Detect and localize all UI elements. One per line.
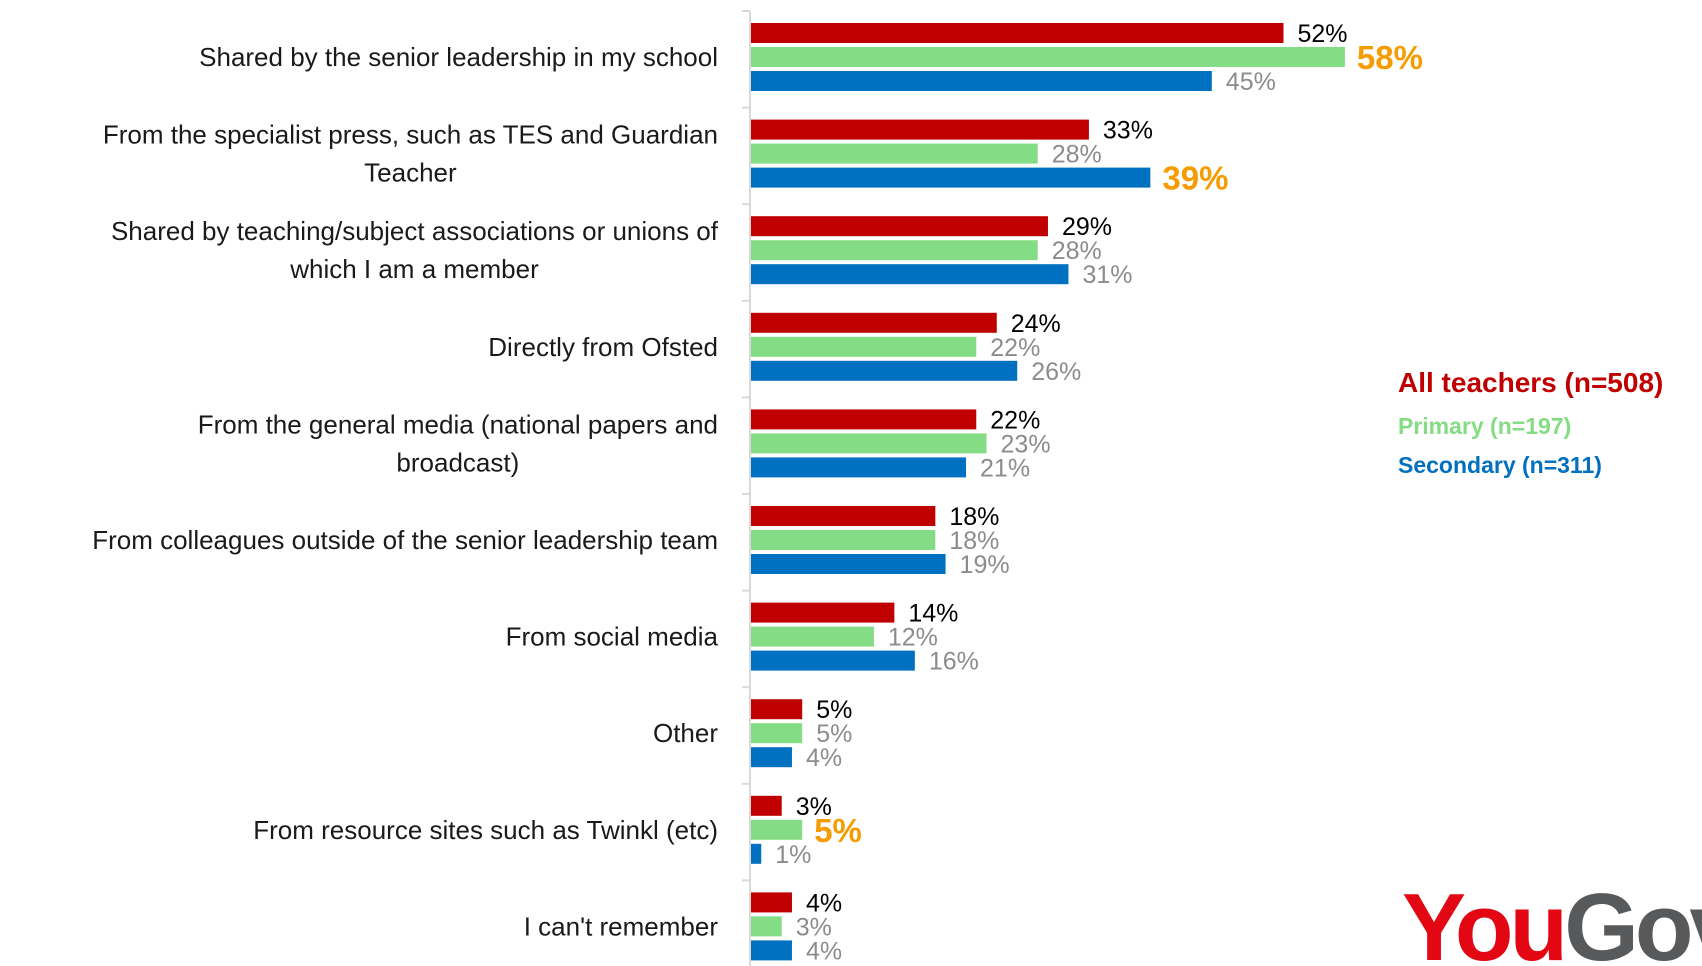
value-label: 24% — [1011, 310, 1061, 338]
bar — [751, 506, 936, 526]
yougov-logo: YouGov — [1402, 874, 1702, 966]
category-label: From the general media (national papers … — [198, 409, 718, 477]
category-label-line: From the general media (national papers … — [198, 409, 718, 439]
bar — [751, 216, 1048, 237]
value-label: 5% — [814, 812, 862, 849]
bar — [751, 23, 1284, 43]
value-label: 19% — [960, 551, 1010, 579]
logo-part2: Gov — [1564, 874, 1702, 966]
bar — [751, 457, 967, 478]
legend-item: Primary (n=197) — [1398, 413, 1571, 439]
bar — [751, 626, 874, 647]
bar — [751, 819, 803, 840]
category-label: Shared by teaching/subject associations … — [111, 216, 719, 284]
value-label: 52% — [1297, 20, 1347, 48]
category-label-line: which I am a member — [289, 254, 539, 284]
value-label: 14% — [908, 600, 958, 628]
bar — [751, 650, 915, 671]
value-label: 16% — [929, 648, 979, 676]
category-label-line: Other — [653, 718, 718, 748]
bar — [751, 554, 946, 574]
bar — [751, 699, 803, 720]
value-label: 4% — [806, 937, 842, 965]
bar — [751, 843, 762, 864]
value-label: 45% — [1226, 68, 1276, 96]
value-label: 3% — [796, 913, 832, 941]
value-label: 22% — [990, 334, 1040, 362]
category-label: Directly from Ofsted — [488, 332, 718, 362]
bar — [751, 240, 1038, 261]
bar — [751, 916, 782, 937]
svg-text:YouGov: YouGov — [1402, 874, 1702, 966]
value-label: 22% — [990, 406, 1040, 434]
legend-item: All teachers (n=508) — [1398, 367, 1663, 398]
category-label-line: From the specialist press, such as TES a… — [103, 120, 718, 150]
bar — [751, 602, 895, 623]
category-label-line: Teacher — [364, 158, 457, 188]
bar — [751, 312, 997, 333]
value-label: 18% — [949, 527, 999, 555]
value-label: 21% — [980, 454, 1030, 482]
bar — [751, 747, 792, 768]
category-label-line: Shared by teaching/subject associations … — [111, 216, 719, 246]
bar — [751, 264, 1069, 285]
axis-layer — [742, 10, 751, 966]
bar — [751, 360, 1018, 381]
value-label: 28% — [1052, 237, 1102, 265]
category-label-line: From colleagues outside of the senior le… — [92, 525, 718, 555]
bar — [751, 71, 1212, 91]
bar — [751, 940, 792, 961]
bar — [751, 892, 792, 913]
value-label: 5% — [816, 720, 852, 748]
bar — [751, 409, 977, 430]
bar — [751, 433, 987, 454]
category-label-line: From social media — [506, 622, 719, 652]
legend-item: Secondary (n=311) — [1398, 452, 1602, 478]
labels-layer: Shared by the senior leadership in my sc… — [92, 20, 1423, 965]
category-label: From colleagues outside of the senior le… — [92, 525, 718, 555]
category-label: Shared by the senior leadership in my sc… — [199, 42, 718, 72]
value-label: 4% — [806, 744, 842, 772]
logo-part1: You — [1402, 874, 1564, 966]
category-label: From resource sites such as Twinkl (etc) — [253, 815, 718, 845]
legend: All teachers (n=508) Primary (n=197) Secon… — [1398, 367, 1663, 478]
bar — [751, 336, 977, 357]
category-label: From the specialist press, such as TES a… — [103, 120, 718, 188]
value-label: 58% — [1357, 39, 1423, 76]
category-label-line: broadcast) — [396, 447, 519, 477]
bars-layer — [751, 23, 1345, 961]
bar — [751, 530, 936, 550]
category-label-line: Shared by the senior leadership in my sc… — [199, 42, 718, 72]
category-label-line: Directly from Ofsted — [488, 332, 718, 362]
value-label: 28% — [1052, 141, 1102, 169]
category-label: From social media — [506, 622, 719, 652]
value-label: 4% — [806, 889, 842, 917]
bar — [751, 167, 1151, 188]
bar — [751, 723, 803, 744]
value-label: 3% — [796, 793, 832, 821]
value-label: 31% — [1082, 261, 1132, 289]
value-label: 33% — [1103, 117, 1153, 145]
category-label: I can't remember — [524, 911, 719, 941]
value-label: 39% — [1162, 160, 1228, 197]
category-label-line: From resource sites such as Twinkl (etc) — [253, 815, 718, 845]
bar — [751, 119, 1089, 140]
value-label: 23% — [1001, 430, 1051, 458]
bar — [751, 795, 782, 816]
value-label: 12% — [888, 624, 938, 652]
value-label: 29% — [1062, 213, 1112, 241]
bar — [751, 143, 1038, 164]
value-label: 26% — [1031, 358, 1081, 386]
category-label: Other — [653, 718, 718, 748]
value-label: 5% — [816, 696, 852, 724]
category-label-line: I can't remember — [524, 911, 719, 941]
value-label: 18% — [949, 503, 999, 531]
value-label: 1% — [775, 841, 811, 869]
bar — [751, 47, 1345, 67]
